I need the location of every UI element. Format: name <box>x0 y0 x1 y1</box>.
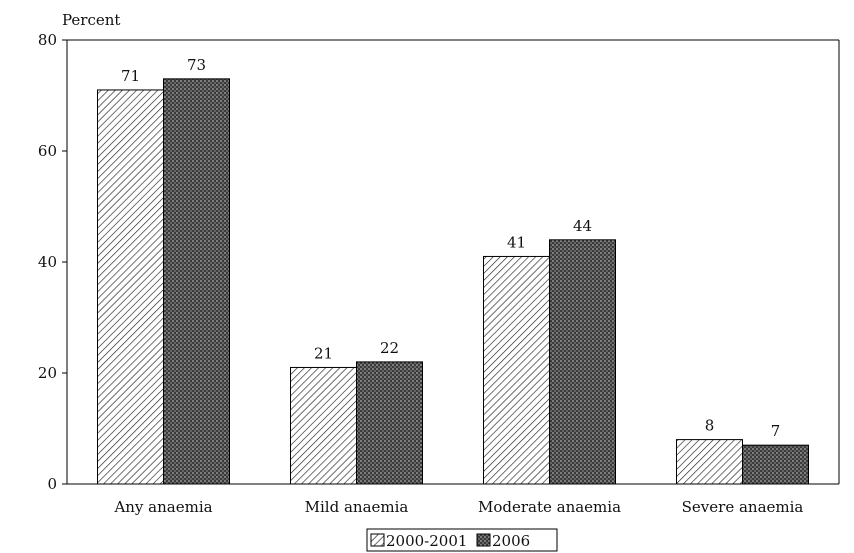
bar-2006 <box>549 239 616 485</box>
data-label: 44 <box>573 217 592 235</box>
bar-2000-2001 <box>290 366 357 485</box>
x-tick-label: Any anaemia <box>113 498 212 516</box>
legend-label: 2000-2001 <box>386 532 467 550</box>
legend-swatch-2000-2001 <box>370 533 385 547</box>
bar-2006 <box>356 361 423 485</box>
legend: 2000-2001 2006 <box>366 528 558 552</box>
x-tick-label: Mild anaemia <box>305 498 409 516</box>
data-label: 73 <box>187 56 206 74</box>
y-tick-label: 0 <box>47 475 57 493</box>
legend-swatch-2006 <box>476 533 491 547</box>
y-tick-label: 60 <box>38 142 57 160</box>
legend-label: 2006 <box>492 532 530 550</box>
y-axis-label: Percent <box>62 11 120 29</box>
bar-2000-2001 <box>483 255 550 485</box>
bar-2006 <box>742 444 809 485</box>
bar-2000-2001 <box>97 89 164 485</box>
x-tick-label: Moderate anaemia <box>478 498 621 516</box>
data-label: 21 <box>314 344 333 362</box>
y-tick-label: 40 <box>38 253 57 271</box>
data-label: 22 <box>380 339 399 357</box>
data-label: 41 <box>507 233 526 251</box>
legend-box <box>366 528 558 552</box>
y-tick-label: 80 <box>38 31 57 49</box>
bar-2000-2001 <box>676 439 743 485</box>
data-label: 71 <box>121 67 140 85</box>
x-tick-label: Severe anaemia <box>682 498 804 516</box>
data-label: 7 <box>771 422 781 440</box>
data-label: 8 <box>705 417 715 435</box>
bar-2006 <box>163 78 230 485</box>
bars-group: 71 73 Any anaemia 21 22 Mild anaemia 41 44 Moder… <box>97 56 809 516</box>
y-tick-label: 20 <box>38 364 57 382</box>
